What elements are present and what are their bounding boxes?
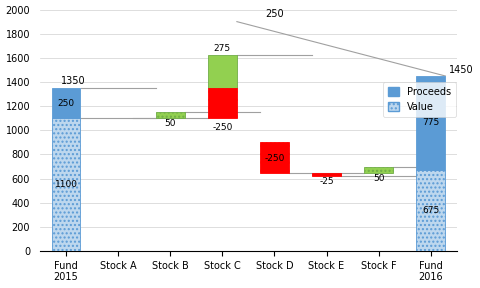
Bar [52,118,80,251]
Text: 250: 250 [265,9,284,19]
Text: 250: 250 [58,99,74,108]
Bar [52,88,80,118]
Text: -250: -250 [212,123,232,132]
Legend: Proceeds, Value: Proceeds, Value [383,82,456,117]
Text: 675: 675 [422,206,439,215]
Text: 50: 50 [373,174,384,183]
Bar [312,173,341,176]
Bar [156,112,184,118]
Bar [260,143,289,173]
Bar [208,55,237,88]
Text: -25: -25 [319,177,334,186]
Text: 1450: 1450 [449,65,474,75]
Bar [208,88,237,118]
Text: 775: 775 [422,118,439,127]
Text: 275: 275 [214,44,231,53]
Text: 1100: 1100 [54,180,77,189]
Bar [417,170,445,251]
Bar [417,76,445,170]
Bar [364,166,393,173]
Text: 50: 50 [165,120,176,128]
Text: 1350: 1350 [61,76,85,86]
Text: -250: -250 [264,154,285,163]
